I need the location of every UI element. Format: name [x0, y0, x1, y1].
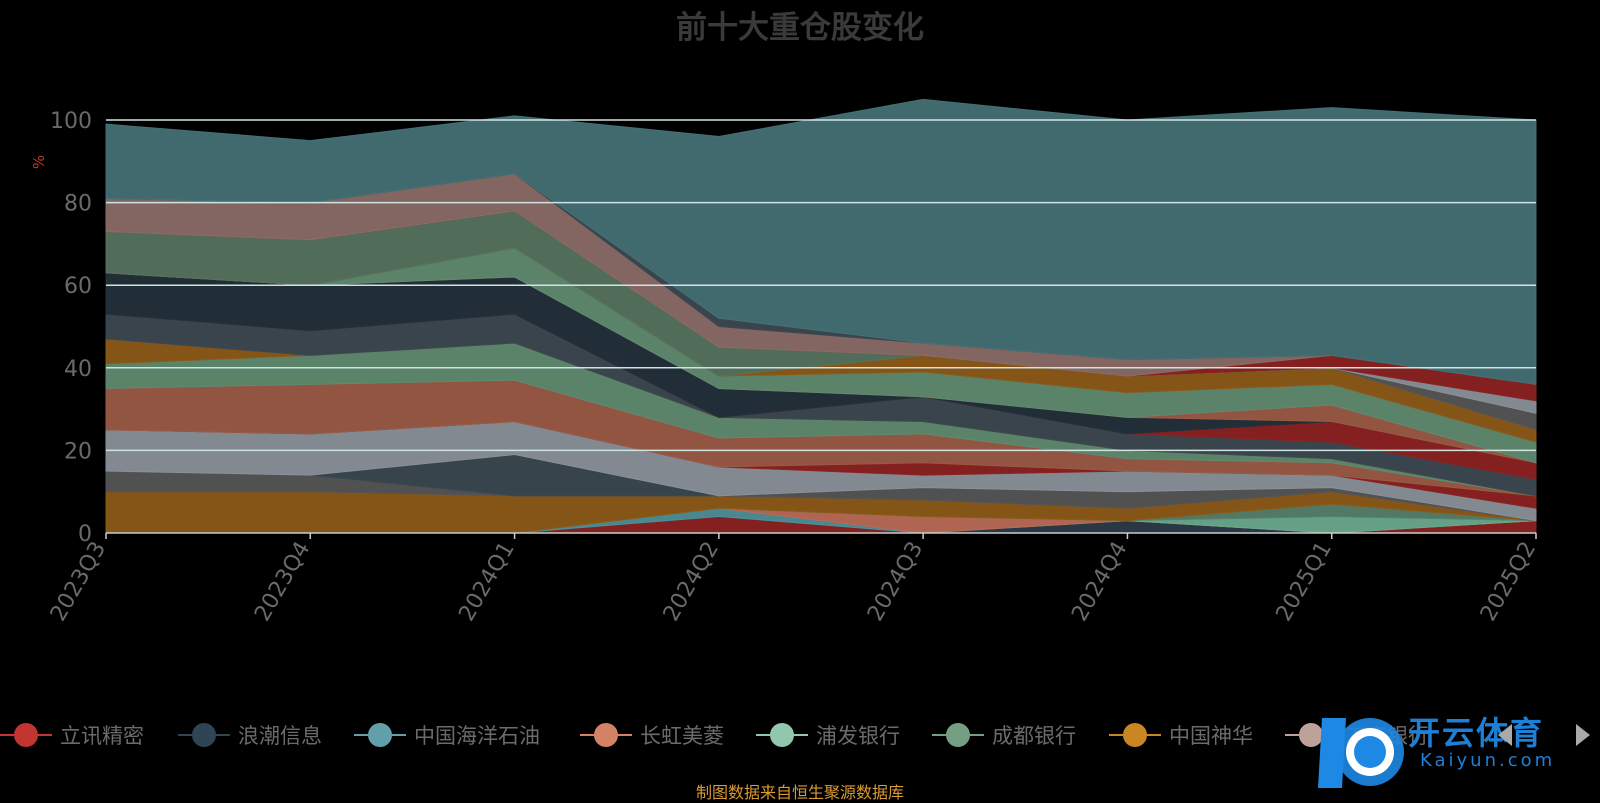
legend-swatch-icon [1109, 720, 1161, 750]
legend-item[interactable]: 浦发银行 [756, 718, 900, 752]
legend-prev-icon[interactable] [1496, 722, 1514, 748]
legend-swatch-icon [756, 720, 808, 750]
legend-swatch-icon [1285, 720, 1337, 750]
x-tick-label: 2025Q1 [1272, 538, 1337, 626]
legend-item[interactable]: 中国海洋石油 [354, 718, 540, 752]
y-tick-label: 20 [64, 439, 92, 464]
legend-swatch-icon [580, 720, 632, 750]
y-tick-label: 40 [64, 357, 92, 382]
legend-swatch-icon [0, 720, 52, 750]
x-tick-label: 2024Q1 [454, 538, 519, 626]
chart-title: 前十大重仓股变化 [676, 10, 924, 46]
x-tick-label: 2024Q4 [1067, 538, 1132, 626]
legend-swatch-icon [932, 720, 984, 750]
legend-item[interactable]: 浪潮信息 [178, 718, 322, 752]
legend-item[interactable]: 长虹美菱 [580, 718, 724, 752]
legend-item[interactable]: 中国神华 [1109, 718, 1253, 752]
y-tick-label: 0 [78, 522, 92, 547]
legend-label: 中国海洋石油 [414, 724, 540, 748]
area-series-26 [105, 98, 1537, 385]
legend-swatch-icon [178, 720, 230, 750]
y-axis-label: % [30, 155, 48, 169]
x-tick-label: 2023Q4 [250, 538, 315, 626]
y-tick-label: 80 [64, 192, 92, 217]
legend-label: 浦发银行 [816, 724, 900, 748]
brand-logo-icon [1318, 718, 1404, 788]
legend-label: 中国神华 [1169, 724, 1253, 748]
legend-label: 立讯精密 [60, 724, 144, 748]
y-tick-label: 100 [50, 109, 92, 134]
legend-item[interactable]: 成都银行 [932, 718, 1076, 752]
brand-name: 开云体育 [1408, 714, 1545, 752]
chart-area: 0 20 40 60 80 100% 2023Q3 2023Q4 2024Q1 2024Q2 202… [30, 98, 1541, 626]
legend-swatch-icon [354, 720, 406, 750]
y-tick-label: 60 [64, 274, 92, 299]
brand-watermark: 开云体育 Kaiyun.com [1312, 700, 1600, 800]
legend-next-icon[interactable] [1574, 722, 1592, 748]
legend-label: 成都银行 [992, 724, 1076, 748]
legend-item[interactable]: 立讯精密 [0, 718, 144, 752]
x-tick-label: 2024Q3 [863, 538, 928, 626]
legend-label: 长虹美菱 [640, 724, 724, 748]
x-tick-label: 2024Q2 [659, 538, 724, 626]
x-tick-label: 2023Q3 [46, 538, 111, 626]
data-source-note: 制图数据来自恒生聚源数据库 [695, 783, 904, 802]
x-tick-label: 2025Q2 [1476, 538, 1541, 626]
brand-url: Kaiyun.com [1420, 750, 1556, 771]
legend-label: 浪潮信息 [238, 724, 322, 748]
